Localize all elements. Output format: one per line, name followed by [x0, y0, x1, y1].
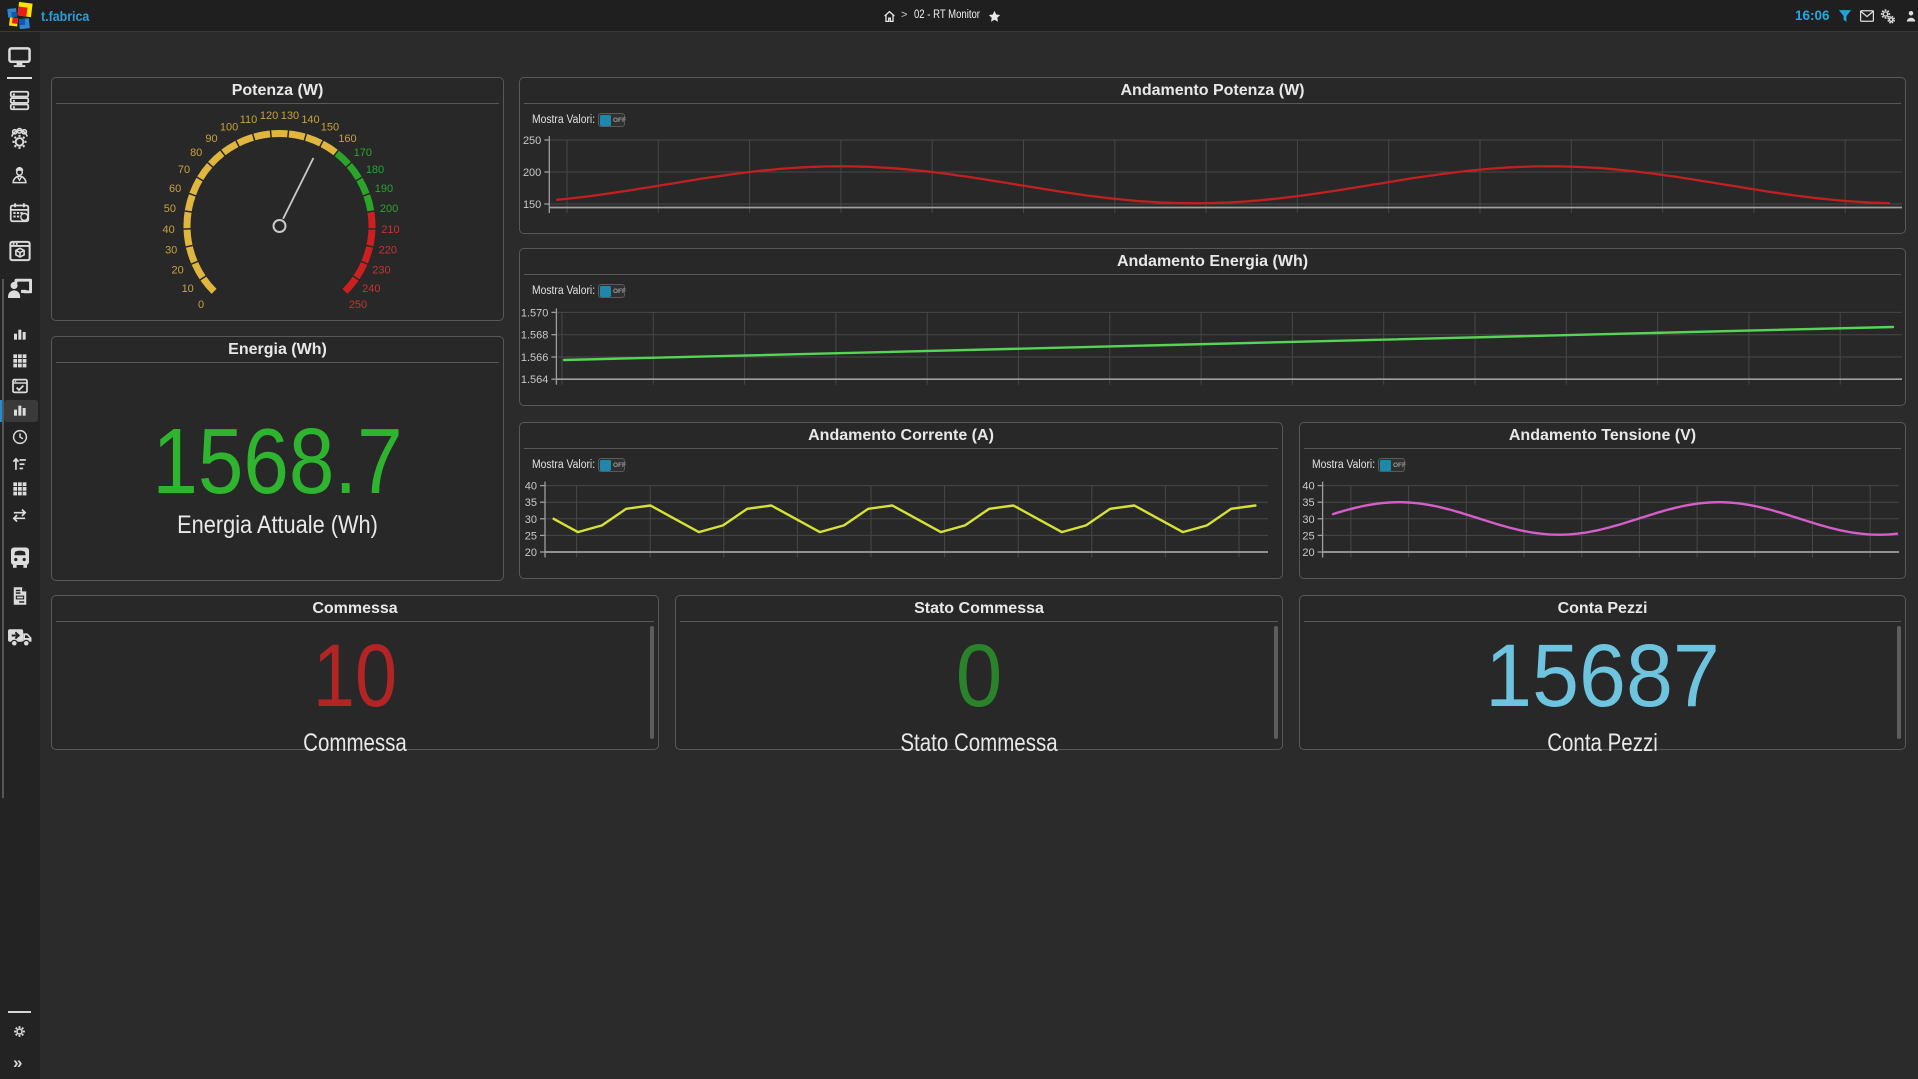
svg-text:200: 200 — [380, 203, 398, 215]
svg-text:40: 40 — [162, 224, 174, 236]
svg-text:35: 35 — [525, 497, 537, 509]
svg-text:170: 170 — [354, 147, 372, 159]
svg-text:100: 100 — [220, 122, 238, 134]
svg-text:150: 150 — [523, 199, 541, 211]
svg-text:20: 20 — [525, 547, 537, 559]
svg-text:25: 25 — [525, 530, 537, 542]
svg-text:120: 120 — [260, 110, 278, 122]
svg-text:30: 30 — [165, 245, 177, 257]
svg-text:130: 130 — [281, 110, 299, 122]
svg-text:1.568: 1.568 — [521, 330, 549, 342]
svg-text:190: 190 — [375, 183, 393, 195]
svg-text:40: 40 — [525, 481, 537, 493]
svg-text:80: 80 — [190, 147, 202, 159]
svg-text:180: 180 — [366, 164, 384, 176]
svg-text:230: 230 — [372, 265, 390, 277]
svg-text:1.566: 1.566 — [521, 352, 549, 364]
svg-text:40: 40 — [1302, 481, 1314, 493]
svg-text:200: 200 — [523, 167, 541, 179]
svg-text:160: 160 — [338, 133, 356, 145]
svg-text:30: 30 — [525, 514, 537, 526]
svg-text:250: 250 — [349, 299, 367, 311]
svg-text:240: 240 — [362, 283, 380, 295]
svg-text:250: 250 — [523, 135, 541, 147]
svg-text:60: 60 — [169, 183, 181, 195]
svg-text:0: 0 — [198, 299, 204, 311]
svg-text:90: 90 — [205, 133, 217, 145]
svg-text:20: 20 — [1302, 547, 1314, 559]
svg-text:50: 50 — [164, 203, 176, 215]
svg-text:210: 210 — [381, 224, 399, 236]
svg-text:220: 220 — [379, 245, 397, 257]
svg-text:1.570: 1.570 — [521, 307, 549, 319]
svg-text:30: 30 — [1302, 514, 1314, 526]
svg-text:140: 140 — [301, 114, 319, 126]
svg-text:25: 25 — [1302, 530, 1314, 542]
svg-text:20: 20 — [171, 265, 183, 277]
svg-text:70: 70 — [178, 164, 190, 176]
svg-text:10: 10 — [182, 283, 194, 295]
svg-text:110: 110 — [240, 114, 258, 126]
svg-text:1.564: 1.564 — [521, 374, 549, 386]
svg-text:150: 150 — [321, 122, 339, 134]
svg-text:35: 35 — [1302, 497, 1314, 509]
